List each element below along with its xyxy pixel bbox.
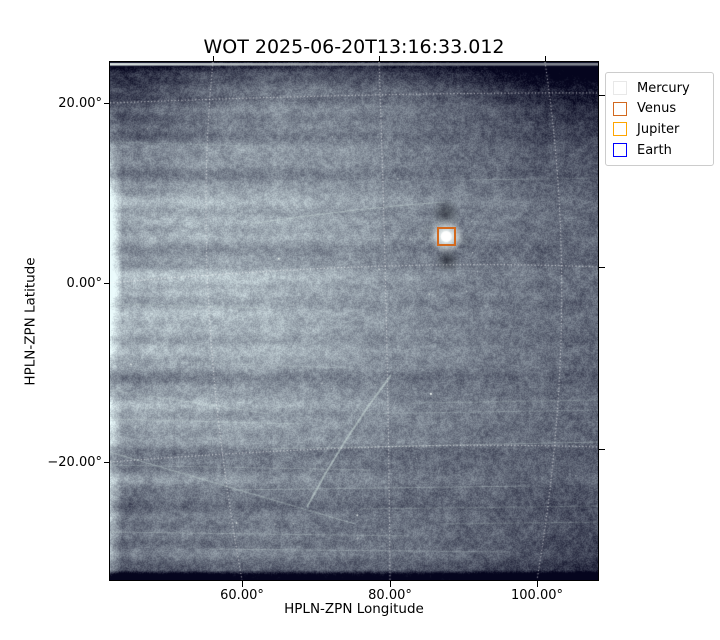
mercury-marker-icon <box>613 81 627 96</box>
legend-label-venus: Venus <box>637 101 677 117</box>
legend-item-earth: Earth <box>613 140 705 161</box>
x-axis-label: HPLN-ZPN Longitude <box>284 601 424 617</box>
legend: Mercury Venus Jupiter Earth <box>605 72 714 167</box>
venus-marker <box>436 226 456 246</box>
tick-mark <box>598 95 605 97</box>
legend-label-jupiter: Jupiter <box>637 121 680 137</box>
earth-marker-icon <box>613 143 627 158</box>
tick-mark <box>242 580 244 587</box>
chart-title: WOT 2025-06-20T13:16:33.012 <box>203 36 505 58</box>
legend-item-jupiter: Jupiter <box>613 119 705 140</box>
sky-image-canvas <box>110 62 598 580</box>
tick-mark <box>598 267 605 269</box>
legend-label-mercury: Mercury <box>637 80 690 96</box>
tick-mark <box>598 449 605 451</box>
tick-mark <box>103 462 110 464</box>
tick-mark <box>379 55 381 62</box>
tick-mark <box>213 55 215 62</box>
plot-area <box>110 62 598 580</box>
tick-mark <box>545 55 547 62</box>
ytick-label-20: 20.00° <box>58 96 102 111</box>
tick-mark <box>103 283 110 285</box>
venus-marker-icon <box>613 101 627 116</box>
legend-label-earth: Earth <box>637 142 672 158</box>
y-axis-label: HPLN-ZPN Latitude <box>22 257 39 386</box>
tick-mark <box>537 580 539 587</box>
tick-mark <box>103 103 110 105</box>
ytick-label-minus20: −20.00° <box>47 455 102 470</box>
jupiter-marker-icon <box>613 122 627 137</box>
legend-item-mercury: Mercury <box>613 78 705 99</box>
legend-item-venus: Venus <box>613 99 705 120</box>
xtick-label-100: 100.00° <box>511 588 563 603</box>
tick-mark <box>390 580 392 587</box>
xtick-label-60: 60.00° <box>220 588 264 603</box>
xtick-label-80: 80.00° <box>368 588 412 603</box>
ytick-label-0: 0.00° <box>66 276 102 291</box>
